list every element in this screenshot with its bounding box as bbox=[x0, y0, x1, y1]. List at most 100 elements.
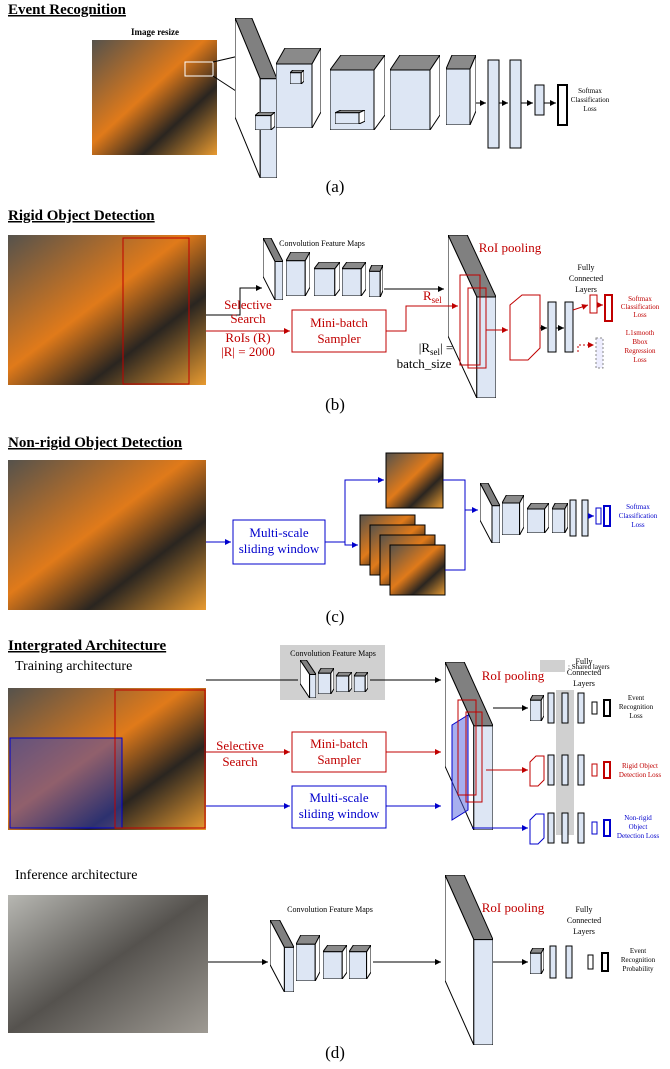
photo bbox=[8, 895, 208, 1033]
output-layer bbox=[603, 699, 611, 717]
loss-label: Detection Loss bbox=[617, 832, 659, 840]
photo bbox=[8, 688, 206, 830]
fc-layer bbox=[587, 954, 594, 970]
section-title: Rigid Object Detection bbox=[8, 208, 155, 224]
r-sel-label: Rsel bbox=[423, 288, 442, 305]
sampler-label: Mini-batch bbox=[310, 315, 368, 330]
fc-layer bbox=[549, 945, 557, 979]
section-title: Intergrated Architecture bbox=[8, 638, 166, 654]
subsection-label: Inference architecture bbox=[15, 868, 137, 883]
arrow bbox=[344, 542, 358, 548]
window-box bbox=[291, 785, 387, 829]
feature-maps-label: Convolution Feature Maps bbox=[287, 905, 373, 914]
roi-region bbox=[457, 699, 477, 796]
fc-layer bbox=[581, 499, 589, 537]
fc-label: Connected bbox=[567, 916, 601, 925]
sampler-box bbox=[291, 731, 387, 773]
conv-layer bbox=[296, 935, 320, 981]
conv-layer bbox=[530, 695, 544, 721]
loss-label: Loss bbox=[631, 521, 645, 529]
roi-box bbox=[114, 689, 206, 829]
conv-layer bbox=[448, 235, 496, 398]
kernel bbox=[335, 110, 365, 124]
output-layer bbox=[603, 761, 611, 779]
fc-layer bbox=[591, 763, 598, 777]
roi-pooling-label: RoI pooling bbox=[482, 668, 545, 683]
loss-label: Detection Loss bbox=[619, 771, 661, 779]
conv-layer bbox=[318, 668, 334, 694]
fc-layer bbox=[577, 812, 585, 844]
caption: (a) bbox=[326, 177, 345, 196]
fc-layer bbox=[547, 301, 557, 353]
r-sel-sub: sel bbox=[432, 295, 442, 305]
loss-label: L1smooth bbox=[626, 329, 655, 337]
window-label: sliding window bbox=[299, 806, 380, 821]
roi-feature bbox=[529, 813, 545, 845]
arrow bbox=[206, 285, 262, 316]
feature-maps-label: Convolution Feature Maps bbox=[279, 239, 365, 248]
loss-label: Softmax bbox=[628, 295, 652, 303]
window-box bbox=[9, 737, 123, 829]
conv-layer bbox=[527, 503, 549, 533]
loss-label: Recognition bbox=[619, 703, 654, 711]
loss-label: Classification bbox=[571, 96, 610, 104]
legend-swatch bbox=[540, 660, 565, 672]
proposal-label: Search bbox=[230, 311, 266, 326]
roi-feature bbox=[529, 755, 545, 787]
fc-label: Fully bbox=[576, 657, 593, 666]
loss-label: Regression bbox=[624, 347, 656, 355]
fc-layer bbox=[564, 301, 574, 353]
photo bbox=[8, 235, 206, 385]
fc-layer bbox=[595, 337, 604, 369]
proposal-label: RoIs (R) bbox=[225, 330, 270, 345]
fc-label: Layers bbox=[575, 285, 597, 294]
window-box bbox=[232, 519, 326, 565]
fc-layer bbox=[547, 754, 555, 786]
r-sel-size-value: batch_size bbox=[397, 356, 452, 371]
output-layer bbox=[601, 952, 609, 972]
conv-layer bbox=[336, 672, 352, 692]
loss-label: Object bbox=[629, 823, 648, 831]
photo bbox=[8, 460, 206, 610]
conv-layer bbox=[480, 483, 500, 543]
conv-layer bbox=[369, 265, 383, 297]
roi-feature bbox=[509, 294, 541, 361]
fc-layer bbox=[591, 701, 598, 715]
fc-layer bbox=[534, 84, 545, 116]
kernel bbox=[290, 70, 304, 84]
proposal-label: Search bbox=[222, 754, 258, 769]
proposal-label: |R| = 2000 bbox=[221, 344, 275, 359]
sampler-label: Mini-batch bbox=[310, 736, 368, 751]
arrow bbox=[325, 477, 384, 543]
r-sel-size-label: |Rsel| = bbox=[419, 340, 453, 357]
loss-label: Softmax bbox=[578, 87, 602, 95]
roi-region bbox=[465, 711, 483, 803]
fc-label: Fully bbox=[576, 905, 593, 914]
output-layer bbox=[604, 294, 613, 322]
section-title: Event Recognition bbox=[8, 2, 127, 18]
output-label: Probability bbox=[622, 965, 654, 973]
loss-label: Classification bbox=[621, 303, 660, 311]
fc-label: Layers bbox=[573, 679, 595, 688]
output-layer bbox=[557, 84, 568, 126]
conv-layer bbox=[286, 252, 310, 296]
fc-layer bbox=[577, 754, 585, 786]
proposal-label: Selective bbox=[216, 738, 264, 753]
photo bbox=[92, 40, 217, 155]
image-label: Image resize bbox=[131, 27, 179, 37]
sampler-label: Sampler bbox=[317, 331, 361, 346]
proposal-label: Selective bbox=[224, 297, 272, 312]
kernel bbox=[255, 112, 275, 130]
roi-region bbox=[451, 714, 469, 821]
roi-pooling-label: RoI pooling bbox=[479, 240, 542, 255]
fc-label: Connected bbox=[569, 274, 603, 283]
arrow bbox=[572, 304, 589, 311]
arrow bbox=[386, 303, 458, 332]
subsection-label: Training architecture bbox=[15, 659, 132, 674]
crop bbox=[385, 452, 444, 509]
caption: (c) bbox=[326, 607, 345, 626]
roi-region bbox=[459, 274, 481, 366]
roi-region bbox=[467, 287, 487, 369]
fc-layer bbox=[547, 812, 555, 844]
